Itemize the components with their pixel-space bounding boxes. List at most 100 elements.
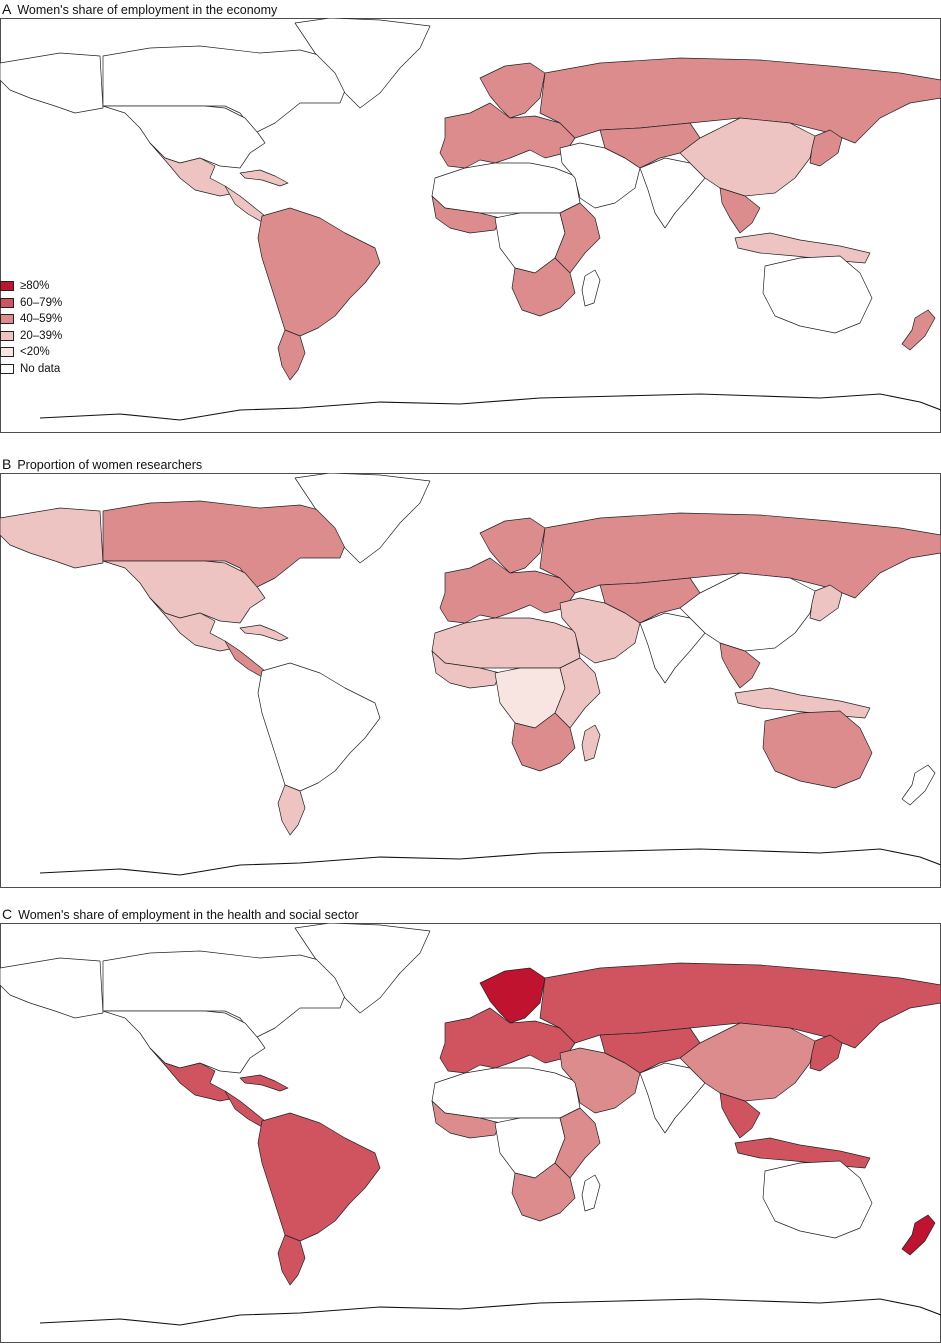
region-caribbean [239,1074,289,1092]
region-scandinavia [479,517,546,574]
region-alaska [0,52,104,114]
region-central-america [224,640,266,678]
region-japan [809,129,843,167]
region-canada [102,45,351,134]
panel-b-letter: B [2,456,12,472]
region-indonesia [734,1137,871,1169]
legend-item-60-79: 60–79% [0,295,62,312]
region-canada [102,500,351,589]
panel-b-title-text: Proportion of women researchers [17,458,203,472]
region-north-africa [431,1067,581,1119]
region-central-asia [599,577,701,624]
region-central-america [224,185,266,223]
region-australia [762,1160,873,1239]
region-central-asia [599,122,701,169]
region-patagonia [277,329,306,381]
region-indonesia [734,687,871,719]
region-russia [539,962,941,1049]
region-usa [102,560,266,624]
legend-item-no-data: No data [0,361,62,378]
panel-b-map [0,473,941,888]
panel-a-letter: A [2,1,12,17]
legend-swatch-60-79 [0,297,14,308]
region-southern-africa [511,1162,576,1222]
region-russia [539,57,941,144]
panel-c-letter: C [2,906,13,922]
region-west-africa [431,195,501,234]
region-new-zealand [901,1214,936,1256]
region-east-africa [554,657,601,729]
region-india [639,1062,706,1134]
region-madagascar [581,1174,601,1212]
legend-label-20-39: 20–39% [20,329,63,342]
region-west-africa [431,1100,501,1139]
region-australia [762,255,873,334]
region-greenland [294,18,431,109]
region-scandinavia [479,967,546,1024]
region-southern-africa [511,712,576,772]
region-patagonia [277,784,306,836]
region-south-america [257,207,381,337]
panel-b-title: B Proportion of women researchers [2,455,202,473]
legend-swatch-no-data [0,363,14,374]
panel-a-map [0,18,941,433]
region-central-america [224,1090,266,1128]
region-russia [539,512,941,599]
panel-a: A Women's share of employment in the econ… [0,0,941,445]
legend-label-no-data: No data [20,362,61,375]
region-indonesia [734,232,871,264]
legend-label-80-plus: ≥80% [20,280,50,293]
region-south-america [257,662,381,792]
region-usa [102,1010,266,1074]
legend-swatch-20-39 [0,330,14,341]
region-india [639,612,706,684]
region-new-zealand [901,764,936,806]
panel-c: C Women's share of employment in the heal… [0,905,941,1344]
region-se-asia [719,642,761,689]
antarctica-coastline [39,393,941,421]
region-north-africa [431,162,581,214]
region-china [679,117,816,197]
panel-c-title-text: Women's share of employment in the healt… [18,908,359,922]
legend-swatch-80-plus [0,281,14,292]
panel-c-title: C Women's share of employment in the heal… [2,905,359,923]
panel-b: B Proportion of women researchers [0,455,941,900]
legend-item-80-plus: ≥80% [0,278,62,295]
panel-a-title: A Women's share of employment in the econ… [2,0,277,18]
legend-swatch-under-20 [0,347,14,358]
region-madagascar [581,269,601,307]
region-patagonia [277,1234,306,1286]
panel-c-map [0,923,941,1343]
region-southern-africa [511,257,576,317]
region-alaska [0,507,104,569]
region-se-asia [719,1092,761,1139]
panel-a-title-text: Women's share of employment in the econo… [17,3,278,17]
region-greenland [294,473,431,564]
region-china [679,572,816,652]
region-se-asia [719,187,761,234]
region-europe [439,557,576,624]
legend: ≥80% 60–79% 40–59% 20–39% <20% No data [0,278,62,377]
legend-swatch-40-59 [0,314,14,325]
region-madagascar [581,724,601,762]
region-middle-east [559,597,641,664]
region-australia [762,710,873,789]
legend-item-under-20: <20% [0,344,62,361]
region-europe [439,102,576,169]
legend-label-60-79: 60–79% [20,296,63,309]
region-canada [102,950,351,1039]
region-usa [102,105,266,169]
region-middle-east [559,142,641,209]
region-east-africa [554,1107,601,1179]
region-east-africa [554,202,601,274]
region-greenland [294,923,431,1014]
region-central-asia [599,1027,701,1074]
region-europe [439,1007,576,1074]
region-scandinavia [479,62,546,119]
legend-item-40-59: 40–59% [0,311,62,328]
region-alaska [0,957,104,1019]
region-new-zealand [901,309,936,351]
region-japan [809,584,843,622]
antarctica-coastline [39,848,941,876]
region-west-africa [431,650,501,689]
